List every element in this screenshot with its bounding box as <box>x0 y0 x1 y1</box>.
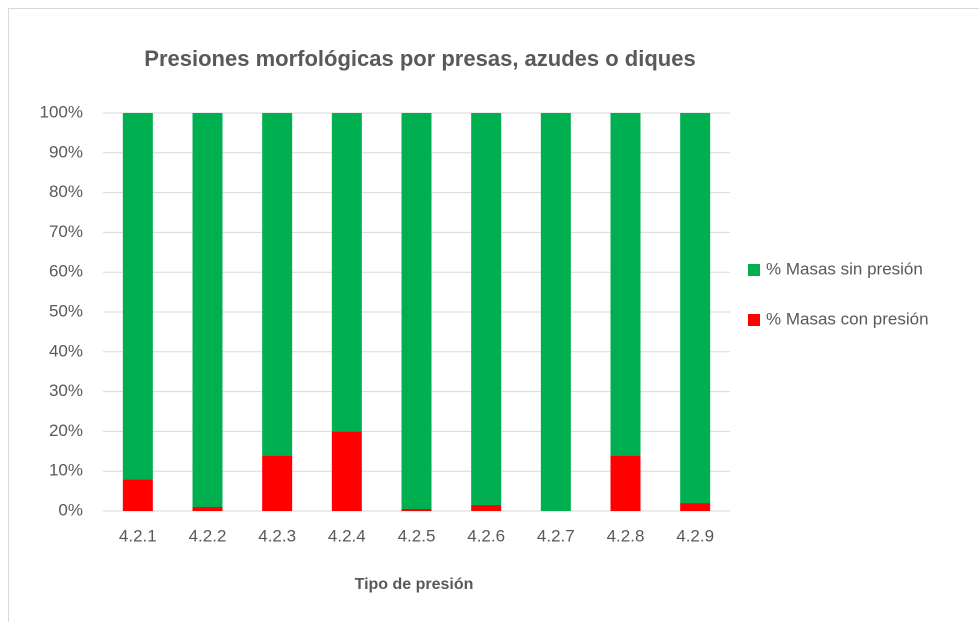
x-tick-label: 4.2.6 <box>467 526 505 545</box>
y-tick-label: 40% <box>49 341 83 360</box>
bar-segment <box>331 431 362 511</box>
bar-segment <box>401 509 432 511</box>
y-tick-label: 30% <box>49 381 83 400</box>
bar-segment <box>262 455 293 511</box>
bar-segment <box>401 113 432 510</box>
bar-segment <box>680 503 711 511</box>
x-tick-label: 4.2.4 <box>328 526 366 545</box>
bar-segment <box>540 113 571 511</box>
y-tick-label: 20% <box>49 421 83 440</box>
legend-label: % Masas con presión <box>766 309 929 328</box>
bar-segment <box>122 479 153 511</box>
bar-segment <box>192 113 223 508</box>
x-tick-label: 4.2.9 <box>676 526 714 545</box>
y-tick-label: 60% <box>49 262 83 281</box>
y-tick-label: 80% <box>49 182 83 201</box>
bar-segment <box>471 505 502 511</box>
chart-title: Presiones morfológicas por presas, azude… <box>144 46 695 71</box>
x-tick-label: 4.2.2 <box>189 526 227 545</box>
legend-label: % Masas sin presión <box>766 259 923 278</box>
y-tick-label: 90% <box>49 142 83 161</box>
y-tick-label: 10% <box>49 461 83 480</box>
legend-swatch <box>748 314 760 326</box>
x-tick-label: 4.2.5 <box>398 526 436 545</box>
x-tick-label: 4.2.7 <box>537 526 575 545</box>
bar-segment <box>610 455 641 511</box>
x-axis-title: Tipo de presión <box>355 576 474 593</box>
bar-segment <box>680 113 711 504</box>
bar-segment <box>262 113 293 456</box>
bar-segment <box>192 507 223 511</box>
bar-segment <box>331 113 362 432</box>
y-tick-label: 70% <box>49 222 83 241</box>
bar-segment <box>610 113 641 456</box>
y-tick-label: 50% <box>49 301 83 320</box>
x-tick-label: 4.2.1 <box>119 526 157 545</box>
y-tick-label: 100% <box>40 102 83 121</box>
x-tick-label: 4.2.3 <box>258 526 296 545</box>
y-tick-label: 0% <box>58 500 83 519</box>
bar-segment <box>122 113 153 480</box>
bar-segment <box>471 113 502 506</box>
x-tick-label: 4.2.8 <box>607 526 645 545</box>
legend-swatch <box>748 264 760 276</box>
